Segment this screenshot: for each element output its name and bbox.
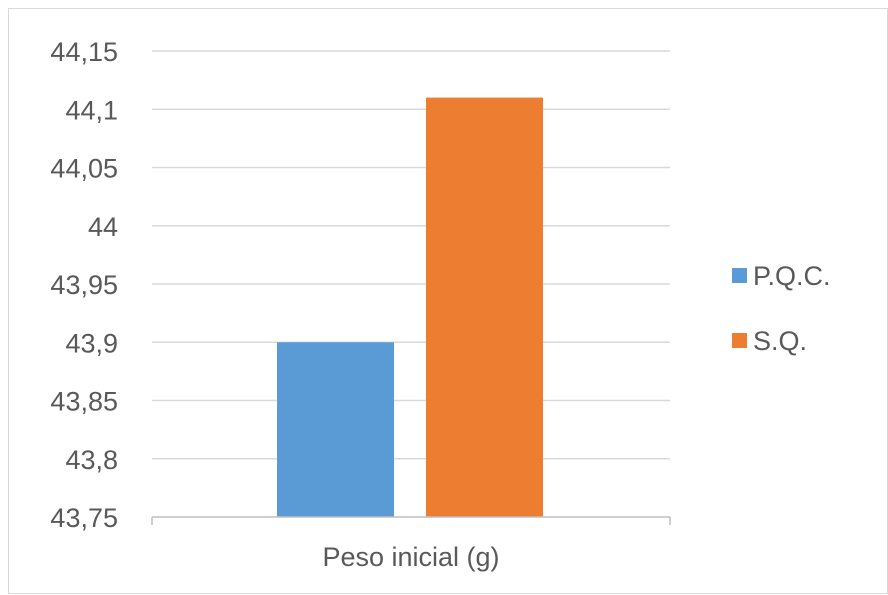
bars [277,97,543,517]
y-tick-label: 43,75 [50,503,118,533]
x-category-label: Peso inicial (g) [322,542,499,572]
y-tick-label: 44,15 [50,37,118,67]
y-tick-label: 43,8 [65,445,118,475]
x-axis-tick-labels: Peso inicial (g) [322,542,499,572]
legend: P.Q.C. S.Q. [732,261,831,356]
y-tick-label: 43,9 [65,328,118,358]
y-tick-label: 44,05 [50,154,118,184]
bar-s-q [426,97,543,517]
x-axis [151,516,671,525]
legend-label: S.Q. [753,326,807,356]
y-tick-label: 43,85 [50,387,118,417]
bar-p-q-c [277,342,394,517]
legend-swatch [732,333,747,348]
legend-swatch [732,268,747,283]
y-tick-label: 44,1 [65,95,118,125]
y-tick-label: 44 [88,212,118,242]
gridlines [152,50,670,460]
y-tick-label: 43,95 [50,270,118,300]
legend-label: P.Q.C. [753,261,831,291]
y-axis-tick-labels: 43,75 43,8 43,85 43,9 43,95 44 44,05 44,1 44,15 [50,37,118,533]
